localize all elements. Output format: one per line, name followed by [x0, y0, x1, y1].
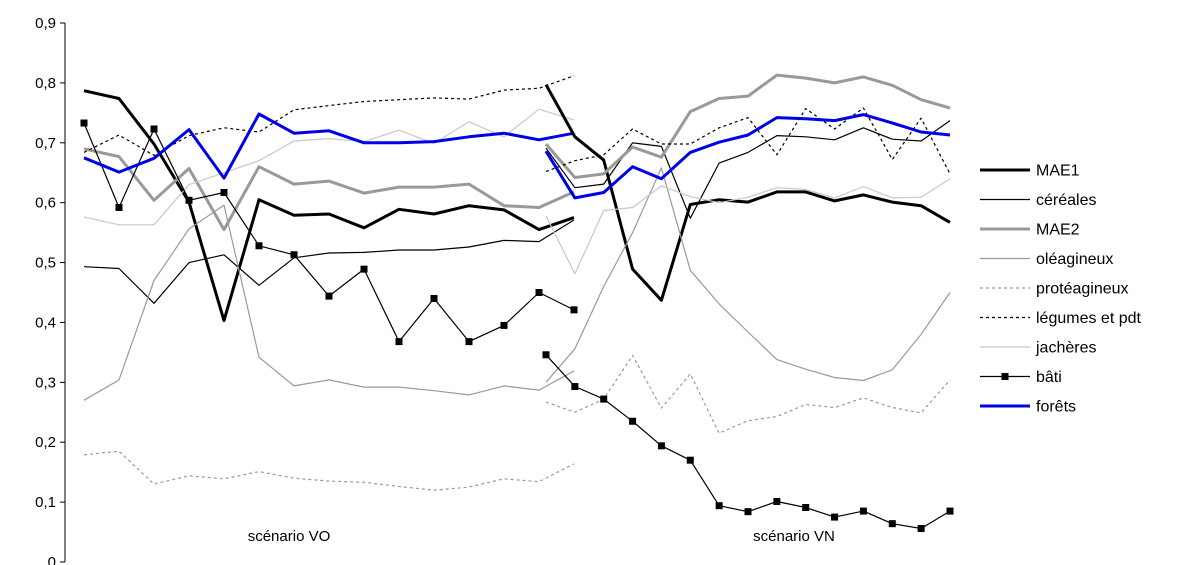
series-line-bâti — [545, 354, 951, 530]
series-line-protéagineux — [83, 450, 575, 491]
y-tick-label: 0,2 — [35, 434, 56, 451]
legend-label: légumes et pdt — [1036, 310, 1142, 327]
legend-item: bâti — [980, 369, 1062, 386]
y-tick-label: 0 — [48, 554, 56, 565]
legend-label: bâti — [1036, 369, 1062, 386]
series-line-oléagineux — [545, 167, 951, 383]
data-point-marker — [744, 508, 752, 516]
data-point-marker — [570, 306, 578, 314]
series-line-jachères — [545, 178, 951, 275]
series-line-MAE2 — [544, 73, 951, 179]
legend: MAE1 céréales MAE2 oléagineux protéagineux lé… — [980, 163, 1142, 416]
y-tick-label: 0,1 — [35, 494, 56, 511]
data-point-marker — [185, 196, 193, 204]
legend-item: jachères — [980, 340, 1096, 357]
series-line-oléagineux — [83, 204, 575, 401]
series-line-jachères — [83, 108, 575, 226]
y-tick-label: 0,5 — [35, 255, 56, 272]
data-point-marker — [395, 338, 403, 346]
legend-label: MAE1 — [1036, 163, 1080, 180]
data-point-marker — [600, 395, 608, 403]
data-point-marker — [220, 188, 228, 196]
data-point-marker — [859, 507, 867, 515]
data-point-marker — [715, 502, 723, 510]
panel-label: scénario VO — [248, 528, 331, 545]
data-point-marker — [430, 294, 438, 302]
y-tick-label: 0,8 — [35, 75, 56, 92]
legend-item: protéagineux — [980, 281, 1129, 298]
data-point-marker — [629, 417, 637, 425]
legend-item: légumes et pdt — [980, 310, 1142, 327]
panel-label: scénario VN — [753, 528, 835, 545]
legend-item: oléagineux — [980, 251, 1113, 268]
legend-item: céréales — [980, 192, 1096, 209]
y-tick-label: 0,9 — [35, 15, 56, 32]
legend-item: MAE1 — [980, 163, 1080, 180]
series-line-MAE2 — [83, 147, 575, 232]
data-point-marker — [290, 251, 298, 259]
series-line-forêts — [83, 112, 575, 180]
data-point-marker — [465, 338, 473, 346]
data-point-marker — [802, 504, 810, 512]
y-tick-label: 0,4 — [35, 314, 56, 331]
data-point-marker — [917, 524, 925, 532]
series-line-MAE1 — [83, 89, 575, 323]
data-point-marker — [325, 292, 333, 300]
data-point-marker — [542, 351, 550, 359]
series-line-légumes-et-pdt — [83, 75, 575, 156]
legend-label: protéagineux — [1036, 281, 1129, 298]
data-point-marker — [657, 442, 665, 450]
data-point-marker — [150, 125, 158, 133]
legend-marker — [1001, 373, 1009, 380]
data-point-marker — [115, 203, 123, 211]
data-point-marker — [500, 321, 508, 329]
legend-label: MAE2 — [1036, 222, 1080, 239]
data-point-marker — [360, 265, 368, 273]
legend-label: forêts — [1036, 399, 1076, 416]
y-tick-label: 0,6 — [35, 195, 56, 212]
legend-item: MAE2 — [980, 222, 1080, 239]
legend-label: céréales — [1036, 192, 1096, 209]
data-point-marker — [535, 289, 543, 296]
data-point-marker — [255, 242, 263, 250]
data-point-marker — [773, 498, 781, 506]
series-line-forêts — [544, 113, 951, 200]
series-line-céréales — [83, 219, 575, 304]
series-line-céréales — [545, 120, 951, 219]
y-tick-label: 0,7 — [35, 135, 56, 152]
panel-1: scénario VO — [80, 75, 578, 545]
data-point-marker — [831, 513, 839, 521]
data-point-marker — [888, 520, 896, 528]
data-point-marker — [686, 456, 694, 464]
data-point-marker — [571, 383, 579, 391]
chart-panels: scénario VO scénario VN — [80, 73, 954, 545]
series-line-protéagineux — [545, 354, 951, 434]
legend-label: oléagineux — [1036, 251, 1113, 268]
panel-2: scénario VN — [542, 73, 954, 545]
legend-item: forêts — [980, 399, 1076, 416]
data-point-marker — [80, 119, 88, 127]
legend-label: jachères — [1035, 340, 1096, 357]
y-axis-ticks: 0 0,1 0,2 0,3 0,4 0,5 0,6 0,7 0,8 0,9 — [35, 15, 65, 565]
data-point-marker — [946, 507, 954, 515]
y-tick-label: 0,3 — [35, 374, 56, 391]
series-line-MAE1 — [544, 83, 951, 302]
series-line-légumes-et-pdt — [545, 107, 951, 175]
